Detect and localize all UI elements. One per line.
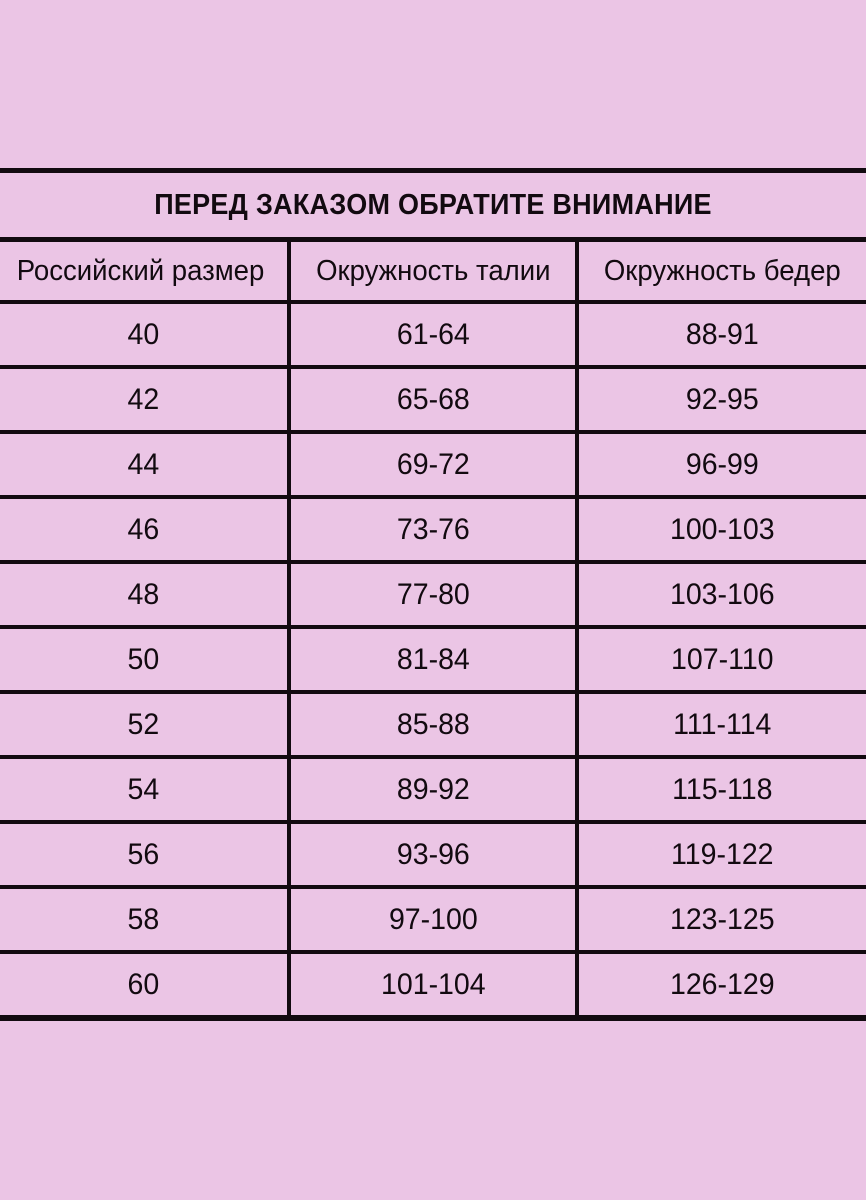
cell-size: 52 — [7, 692, 282, 759]
cell-hips: 119-122 — [582, 822, 859, 889]
cell-size: 44 — [7, 432, 282, 499]
table-row: 56 93-96 119-122 — [0, 822, 866, 889]
size-chart-header-row: Российский размер Окружность талии Окруж… — [0, 239, 866, 304]
cell-waist: 77-80 — [293, 562, 571, 629]
cell-waist: 69-72 — [293, 432, 571, 499]
size-chart-table: ПЕРЕД ЗАКАЗОМ ОБРАТИТЕ ВНИМАНИЕ Российск… — [0, 168, 866, 1021]
cell-hips: 96-99 — [582, 432, 859, 499]
cell-waist: 89-92 — [293, 757, 571, 824]
table-row: 44 69-72 96-99 — [0, 432, 866, 499]
size-chart-container: ПЕРЕД ЗАКАЗОМ ОБРАТИТЕ ВНИМАНИЕ Российск… — [0, 168, 866, 1021]
table-row: 42 65-68 92-95 — [0, 367, 866, 434]
size-chart-title: ПЕРЕД ЗАКАЗОМ ОБРАТИТЕ ВНИМАНИЕ — [30, 168, 836, 242]
cell-hips: 100-103 — [582, 497, 859, 564]
cell-hips: 107-110 — [582, 627, 859, 694]
cell-size: 54 — [7, 757, 282, 824]
column-header-size-label: Российский размер — [16, 255, 265, 287]
table-row: 60 101-104 126-129 — [0, 952, 866, 1021]
table-row: 48 77-80 103-106 — [0, 562, 866, 629]
size-chart-title-row: ПЕРЕД ЗАКАЗОМ ОБРАТИТЕ ВНИМАНИЕ — [0, 168, 866, 242]
table-row: 40 61-64 88-91 — [0, 302, 866, 369]
cell-hips: 123-125 — [582, 887, 859, 954]
cell-size: 42 — [7, 367, 282, 434]
cell-hips: 111-114 — [582, 692, 859, 759]
size-chart-body: ПЕРЕД ЗАКАЗОМ ОБРАТИТЕ ВНИМАНИЕ Российск… — [0, 168, 866, 1021]
cell-size: 56 — [7, 822, 282, 889]
table-row: 54 89-92 115-118 — [0, 757, 866, 824]
cell-waist: 65-68 — [293, 367, 571, 434]
cell-waist: 85-88 — [293, 692, 571, 759]
column-header-size: Российский размер — [7, 239, 282, 304]
cell-size: 46 — [7, 497, 282, 564]
cell-size: 58 — [7, 887, 282, 954]
cell-waist: 93-96 — [293, 822, 571, 889]
cell-size: 50 — [7, 627, 282, 694]
table-row: 52 85-88 111-114 — [0, 692, 866, 759]
table-row: 58 97-100 123-125 — [0, 887, 866, 954]
cell-size: 40 — [7, 302, 282, 369]
cell-hips: 126-129 — [582, 952, 859, 1021]
cell-hips: 88-91 — [582, 302, 859, 369]
column-header-hips: Окружность бедер — [582, 239, 859, 304]
table-row: 50 81-84 107-110 — [0, 627, 866, 694]
cell-size: 60 — [7, 952, 282, 1021]
cell-waist: 61-64 — [293, 302, 571, 369]
cell-waist: 101-104 — [293, 952, 571, 1021]
cell-hips: 115-118 — [582, 757, 859, 824]
cell-waist: 81-84 — [293, 627, 571, 694]
cell-hips: 103-106 — [582, 562, 859, 629]
cell-waist: 73-76 — [293, 497, 571, 564]
table-row: 46 73-76 100-103 — [0, 497, 866, 564]
cell-hips: 92-95 — [582, 367, 859, 434]
cell-waist: 97-100 — [293, 887, 571, 954]
cell-size: 48 — [7, 562, 282, 629]
column-header-waist: Окружность талии — [293, 239, 571, 304]
